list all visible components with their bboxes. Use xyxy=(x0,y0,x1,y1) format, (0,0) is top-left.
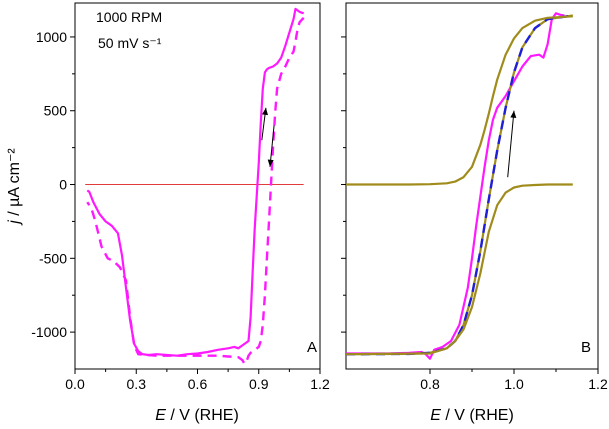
panel-b-series-solid-4 xyxy=(346,15,573,186)
panel-a: 0.0 0.3 0.6 0.9 1.2 -1000 -500 0 500 1000 1000 RP… xyxy=(31,2,330,392)
y-axis-title-symbol: j xyxy=(6,220,23,226)
y-axis-title-rest: / µA cm⁻² xyxy=(6,148,23,221)
panel-a-arrow-head xyxy=(262,107,268,116)
panel-a-x-tick-label: 0.6 xyxy=(188,376,208,392)
panel-b-arrow-shaft xyxy=(507,110,515,178)
panel-a-series-solid-0 xyxy=(86,7,305,357)
panel-a-x-tick-label: 0.0 xyxy=(65,376,85,392)
panel-b-x-axis-title-symbol: E xyxy=(430,407,441,424)
panel-a-y-tick-label: 500 xyxy=(44,103,68,119)
panel-a-plot-area xyxy=(85,7,305,365)
panel-b-series-solid-3 xyxy=(346,183,573,356)
panel-a-series-dashed-1 xyxy=(86,16,305,365)
panel-a-y-tick-label: -1000 xyxy=(31,324,67,340)
panel-b-series-solid-0 xyxy=(346,12,565,360)
panel-a-x-axis-title: E / V (RHE) xyxy=(155,407,239,424)
panel-b-x-tick-label: 1.2 xyxy=(588,376,608,392)
panel-a-note-line2: 50 mV s⁻¹ xyxy=(98,35,162,51)
panel-a-letter: A xyxy=(307,339,317,356)
panel-a-note-line1: 1000 RPM xyxy=(96,9,162,25)
panel-b: 0.8 1.0 1.2 B xyxy=(341,2,608,392)
panel-a-y-tick-label: -500 xyxy=(39,250,67,266)
panel-a-x-tick-label: 1.2 xyxy=(310,376,330,392)
panel-b-x-axis-title-rest: / V (RHE) xyxy=(441,407,514,424)
y-axis-title: j / µA cm⁻² xyxy=(6,148,23,226)
panel-b-x-axis-title: E / V (RHE) xyxy=(430,407,514,424)
panel-a-x-axis-title-rest: / V (RHE) xyxy=(166,407,239,424)
panel-b-letter: B xyxy=(581,339,591,356)
panel-a-x-tick-label: 0.3 xyxy=(127,376,147,392)
panel-a-y-tick-label: 0 xyxy=(59,177,67,193)
panel-b-plot-area xyxy=(346,12,573,360)
panel-a-y-tick-label: 1000 xyxy=(36,29,67,45)
panel-b-content: 0.8 1.0 1.2 xyxy=(341,12,608,392)
panel-b-x-tick-label: 1.0 xyxy=(504,376,524,392)
panel-a-x-tick-label: 0.9 xyxy=(249,376,269,392)
panel-a-x-axis-title-symbol: E xyxy=(155,407,166,424)
panel-b-x-tick-label: 0.8 xyxy=(420,376,440,392)
panel-a-arrow-head xyxy=(267,159,274,167)
panel-a-content: 0.0 0.3 0.6 0.9 1.2 -1000 -500 0 500 1000 xyxy=(31,7,330,392)
panel-b-arrow-head xyxy=(510,110,517,118)
